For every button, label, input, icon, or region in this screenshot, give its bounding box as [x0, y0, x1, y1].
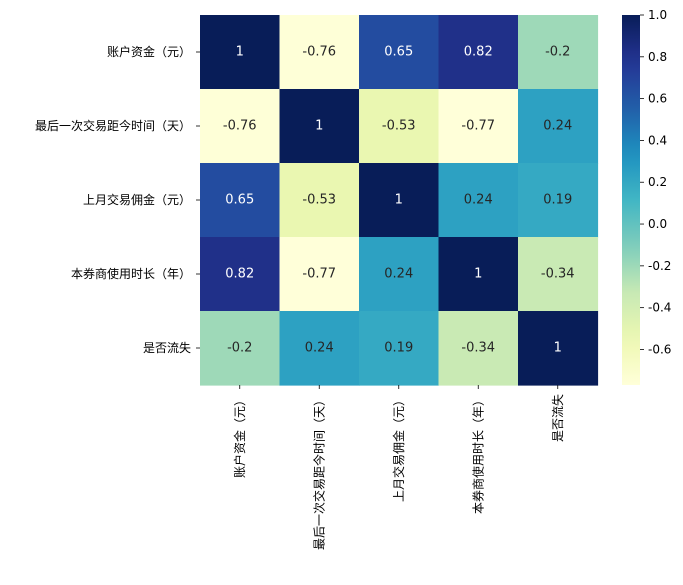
heatmap-cell — [359, 237, 440, 312]
y-tick-label: 账户资金（元） — [107, 44, 191, 59]
y-tick-label: 本券商使用时长（年） — [71, 266, 191, 281]
colorbar-tick-label: -0.4 — [648, 301, 671, 315]
heatmap-cell — [518, 163, 599, 238]
cell-value-label: 1 — [554, 341, 562, 356]
heatmap-cell — [200, 311, 281, 386]
colorbar-tick-label: 0.8 — [648, 50, 667, 64]
cell-value-label: 0.65 — [225, 193, 254, 208]
heatmap-cell — [518, 89, 599, 164]
cell-value-label: 0.19 — [543, 193, 572, 208]
heatmap-cell — [279, 15, 360, 90]
colorbar-tick-label: -0.2 — [648, 259, 671, 273]
heatmap-cell — [359, 311, 440, 386]
cell-value-label: -0.53 — [382, 119, 416, 134]
x-axis-ticks: 账户资金（元） 最后一次交易距今时间（天） 上月交易佣金（元） 本券商使用时长（年） 是… — [232, 385, 565, 550]
colorbar-tick-label: 0.4 — [648, 133, 667, 147]
heatmap-cell — [200, 89, 281, 164]
x-tick-label: 本券商使用时长（年） — [470, 394, 485, 514]
colorbar: 1.0 0.8 0.6 0.4 0.2 0.0 -0.2 -0.4 -0.6 — [622, 8, 671, 385]
colorbar-tick-label: 0.0 — [648, 217, 667, 231]
heatmap-cells — [200, 15, 599, 386]
cell-value-label: -0.34 — [541, 267, 575, 282]
heatmap-cell — [438, 311, 519, 386]
cell-value-label: 0.19 — [384, 341, 413, 356]
cell-value-label: 0.82 — [464, 45, 493, 60]
heatmap-cell — [279, 237, 360, 312]
heatmap-cell — [518, 237, 599, 312]
cell-value-label: -0.77 — [302, 267, 336, 282]
colorbar-tick-label: 1.0 — [648, 8, 667, 22]
x-tick-label: 最后一次交易距今时间（天） — [311, 394, 326, 550]
heatmap-cell — [359, 163, 440, 238]
x-tick-label: 账户资金（元） — [232, 394, 247, 478]
y-tick-label: 上月交易佣金（元） — [83, 192, 191, 207]
heatmap-cell — [279, 89, 360, 164]
cell-value-label: 1 — [395, 193, 403, 208]
colorbar-tick-label: 0.2 — [648, 175, 667, 189]
heatmap-cell — [438, 15, 519, 90]
cell-value-label: -0.2 — [545, 45, 570, 60]
heatmap-cell — [359, 89, 440, 164]
cell-value-label: -0.53 — [302, 193, 336, 208]
colorbar-tick-label: 0.6 — [648, 92, 667, 106]
cell-value-label: 1 — [236, 45, 244, 60]
y-axis-ticks: 账户资金（元） 最后一次交易距今时间（天） 上月交易佣金（元） 本券商使用时长（年） 是… — [35, 44, 200, 355]
cell-value-label: 0.65 — [384, 45, 413, 60]
heatmap-cell — [438, 163, 519, 238]
heatmap-cell — [200, 163, 281, 238]
cell-value-label: -0.2 — [227, 341, 252, 356]
heatmap-cell — [200, 237, 281, 312]
heatmap-cell — [359, 15, 440, 90]
heatmap-cell — [279, 163, 360, 238]
x-tick-label: 上月交易佣金（元） — [391, 394, 406, 502]
y-tick-label: 最后一次交易距今时间（天） — [35, 118, 191, 133]
cell-value-label: 0.24 — [305, 341, 334, 356]
heatmap-cell — [518, 15, 599, 90]
heatmap-cell — [438, 237, 519, 312]
cell-value-label: 0.24 — [384, 267, 413, 282]
heatmap-cell — [200, 15, 281, 90]
cell-value-label: -0.76 — [223, 119, 257, 134]
y-tick-label: 是否流失 — [143, 340, 191, 355]
cell-value-label: 1 — [474, 267, 482, 282]
cell-value-label: 0.24 — [543, 119, 572, 134]
colorbar-gradient — [622, 15, 640, 385]
cell-value-label: 1 — [315, 119, 323, 134]
cell-value-label: 0.82 — [225, 267, 254, 282]
heatmap-cell — [279, 311, 360, 386]
heatmap-cell — [518, 311, 599, 386]
heatmap-cell — [438, 89, 519, 164]
cell-value-label: -0.76 — [302, 45, 336, 60]
x-tick-label: 是否流失 — [550, 394, 565, 442]
colorbar-tick-label: -0.6 — [648, 342, 671, 356]
cell-value-label: -0.34 — [461, 341, 495, 356]
cell-value-label: 0.24 — [464, 193, 493, 208]
cell-value-label: -0.77 — [461, 119, 495, 134]
heatmap-cell-labels: 1 -0.76 0.65 0.82 -0.2 -0.76 1 -0.53 -0.77 0.24 0.… — [223, 45, 575, 356]
